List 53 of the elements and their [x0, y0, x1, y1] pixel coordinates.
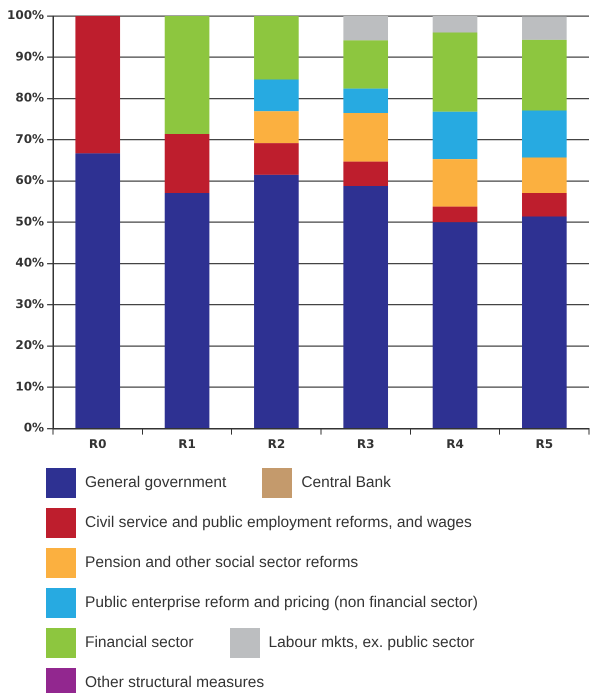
legend-label: Civil service and public employment reforms, and wages — [85, 514, 472, 532]
bar — [254, 174, 299, 428]
bar — [343, 88, 388, 113]
y-tick-label: 70% — [15, 132, 44, 146]
legend-label: Public enterprise reform and pricing (non financial sector) — [85, 594, 478, 612]
bar — [432, 112, 478, 160]
y-tick-label: 90% — [15, 49, 44, 64]
bar — [522, 193, 567, 217]
x-tick-label: R3 — [356, 436, 374, 451]
bar — [254, 143, 299, 175]
y-tick-label: 40% — [15, 256, 44, 270]
bar — [343, 16, 388, 40]
bar — [432, 206, 478, 222]
y-tick-label: 50% — [15, 214, 44, 228]
bar — [254, 80, 299, 112]
bar — [164, 16, 210, 134]
x-tick-label: R1 — [178, 436, 196, 451]
y-tick-label: 30% — [15, 296, 44, 311]
legend-label: Other structural measures — [85, 674, 264, 692]
bar — [164, 134, 210, 194]
legend-label: Labour mkts, ex. public sector — [268, 634, 474, 652]
legend-label: Financial sector — [85, 634, 194, 652]
bar — [343, 186, 388, 428]
y-tick-label: 20% — [15, 338, 44, 352]
bar — [343, 40, 388, 89]
x-tick-label: R5 — [536, 436, 554, 451]
x-tick-label: R0 — [88, 436, 107, 451]
legend-label: Central Bank — [301, 474, 391, 492]
y-tick-label: 60% — [15, 173, 44, 188]
bar — [75, 153, 120, 428]
x-tick-label: R2 — [268, 436, 286, 451]
bar — [254, 16, 299, 80]
bar — [432, 222, 478, 428]
bar — [75, 16, 120, 154]
bar — [522, 40, 567, 110]
bar — [343, 162, 388, 186]
legend-label: Pension and other social sector reforms — [85, 554, 358, 572]
y-tick-label: 10% — [15, 379, 44, 394]
bar — [522, 110, 567, 158]
bar — [432, 159, 478, 207]
bar — [522, 216, 567, 428]
y-tick-label: 0% — [24, 420, 44, 435]
bar — [432, 16, 478, 33]
y-tick-label: 80% — [15, 90, 44, 105]
bar — [164, 193, 210, 428]
bar — [343, 112, 388, 162]
legend-label: General government — [85, 474, 226, 492]
x-tick-label: R4 — [446, 436, 464, 451]
bar — [522, 158, 567, 194]
bar — [432, 32, 478, 112]
bar — [254, 111, 299, 144]
y-tick-label: 100% — [6, 8, 44, 22]
bar — [522, 16, 567, 40]
